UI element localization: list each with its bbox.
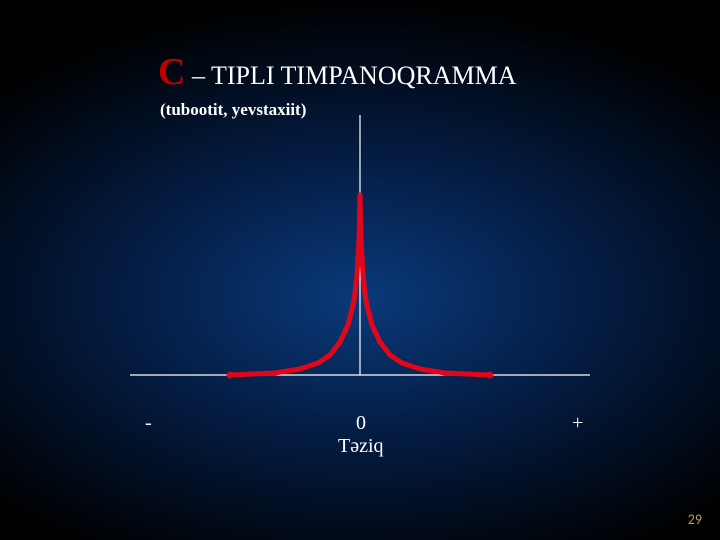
slide-title: C – TIPLI TIMPANOQRAMMA	[158, 50, 517, 94]
title-rest: – TIPLI TIMPANOQRAMMA	[185, 61, 516, 90]
tympanogram-chart	[130, 115, 590, 395]
slide: C – TIPLI TIMPANOQRAMMA (tubootit, yevst…	[0, 0, 720, 540]
curve-endpoint-right	[487, 372, 494, 379]
axis-label-plus: +	[572, 412, 583, 435]
curve-endpoint-left	[227, 372, 234, 379]
page-number: 29	[688, 511, 702, 528]
axis-label-taziq: Təziq	[338, 435, 384, 458]
axis-label-zero: 0	[356, 412, 366, 435]
title-letter: C	[158, 51, 185, 93]
axis-label-minus: -	[145, 412, 152, 435]
